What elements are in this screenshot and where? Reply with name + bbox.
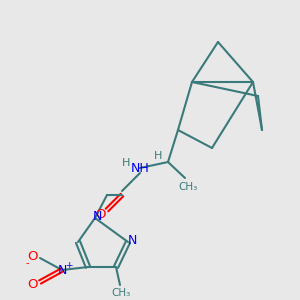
Text: N: N [127, 235, 137, 248]
Text: O: O [28, 278, 38, 290]
Text: CH₃: CH₃ [111, 288, 130, 298]
Text: N: N [92, 211, 102, 224]
Text: H: H [154, 151, 162, 161]
Text: -: - [25, 258, 29, 268]
Text: CH₃: CH₃ [178, 182, 198, 192]
Text: H: H [122, 158, 130, 168]
Text: +: + [65, 262, 73, 271]
Text: NH: NH [130, 161, 149, 175]
Text: O: O [96, 208, 106, 221]
Text: N: N [57, 263, 67, 277]
Text: O: O [28, 250, 38, 263]
